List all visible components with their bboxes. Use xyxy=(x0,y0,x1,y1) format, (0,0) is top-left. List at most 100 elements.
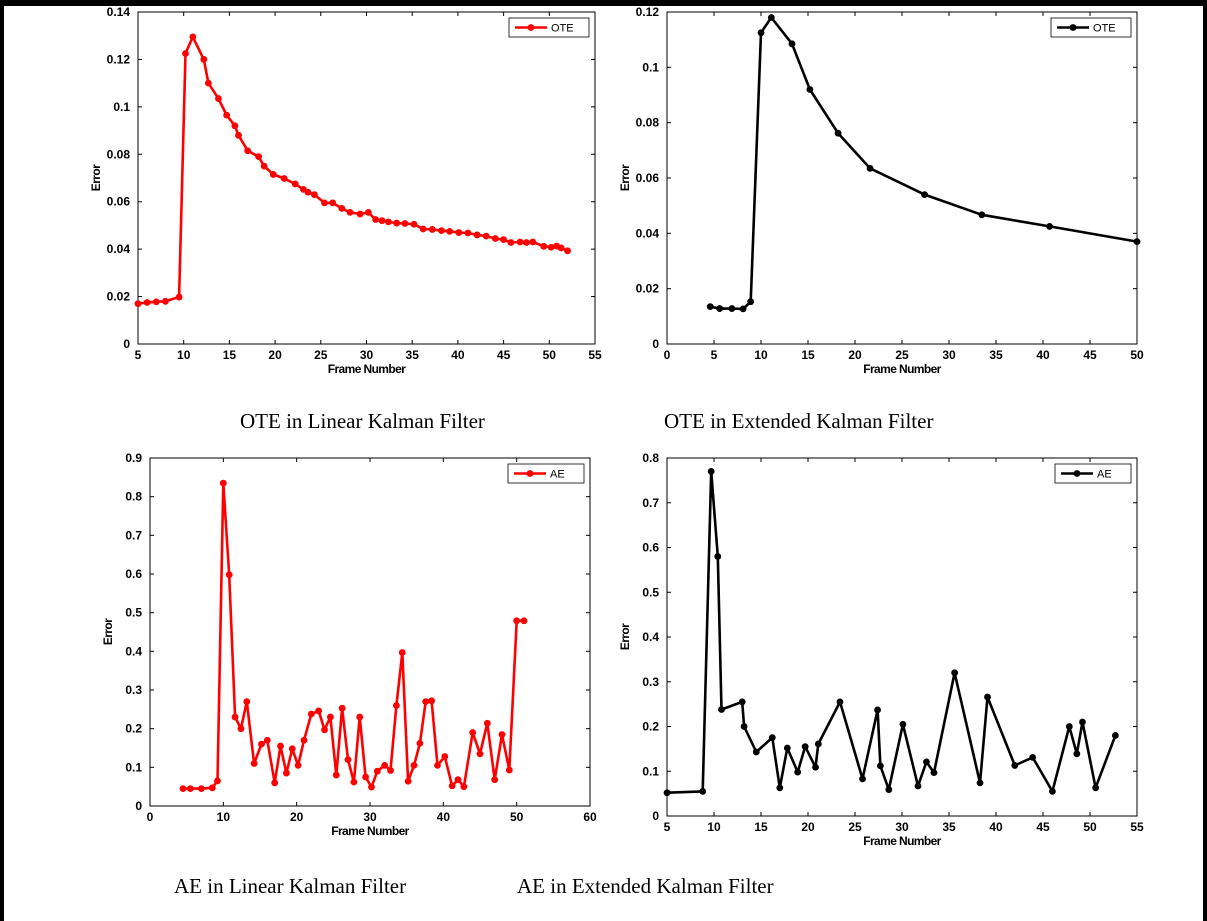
data-point xyxy=(740,723,748,730)
data-point xyxy=(243,698,251,705)
x-tick-label: 5 xyxy=(664,820,671,834)
data-point xyxy=(244,147,252,155)
data-point xyxy=(1049,787,1056,795)
data-point xyxy=(1092,784,1100,792)
data-point xyxy=(812,763,819,771)
x-axis-label: Frame Number xyxy=(863,362,941,376)
data-point xyxy=(482,232,490,240)
legend-label: AE xyxy=(1097,469,1112,481)
y-tick-label: 0.5 xyxy=(125,606,142,620)
data-point xyxy=(255,153,263,161)
caption-ote-linear: OTE in Linear Kalman Filter xyxy=(240,409,485,433)
data-point xyxy=(356,713,364,721)
data-point xyxy=(834,129,842,137)
legend-box xyxy=(1050,17,1132,38)
data-point xyxy=(398,649,406,656)
y-tick-label: 0.1 xyxy=(113,100,130,114)
x-tick-label: 35 xyxy=(406,348,420,362)
x-axis-label: Frame Number xyxy=(863,834,941,848)
chart-svg-ote-linear: 5 10 15 20 25 30 35 40 45 50 55 0 0.02 0.04 0.06 0.08 0.… xyxy=(89,5,602,376)
data-point xyxy=(491,235,499,242)
data-point xyxy=(876,762,884,770)
x-tick-label: 45 xyxy=(497,348,511,362)
data-point xyxy=(788,40,796,48)
x-tick-label: 35 xyxy=(942,820,956,834)
x-tick-label: 20 xyxy=(801,820,815,834)
data-point xyxy=(263,736,271,744)
data-point xyxy=(304,188,312,196)
x-tick-label: 5 xyxy=(711,348,718,362)
data-point xyxy=(419,225,427,233)
y-axis-label: Error xyxy=(101,618,115,645)
y-tick-label: 0 xyxy=(123,337,130,351)
x-axis-label: Frame Number xyxy=(328,362,406,376)
data-point xyxy=(179,785,187,792)
data-point xyxy=(520,617,528,625)
x-tick-label: 15 xyxy=(801,348,815,362)
chart-svg-ae-linear: 0 10 20 30 40 50 60 0 0.1 0.2 0.3 0.4 0.5 0.6 0.7 0.8 0.… xyxy=(101,451,597,838)
x-tick-label: 45 xyxy=(1036,820,1050,834)
data-point xyxy=(223,111,231,119)
y-tick-label: 0.04 xyxy=(636,226,660,240)
x-tick-label: 55 xyxy=(1130,820,1144,834)
data-point xyxy=(291,180,299,188)
x-tick-label: 55 xyxy=(588,348,602,362)
data-point xyxy=(321,726,328,734)
x-tick-label: 30 xyxy=(895,820,909,834)
data-point xyxy=(225,571,233,579)
legend-label: AE xyxy=(550,469,565,481)
data-point xyxy=(976,779,984,787)
data-point xyxy=(373,767,381,775)
data-point xyxy=(235,131,242,139)
data-point xyxy=(930,769,938,776)
data-point xyxy=(438,227,445,235)
x-tick-label: 25 xyxy=(848,820,862,834)
x-tick-label: 10 xyxy=(177,348,191,362)
data-point xyxy=(498,731,506,738)
data-point xyxy=(197,785,205,792)
data-point xyxy=(547,243,555,251)
y-tick-label: 0.7 xyxy=(642,496,659,510)
data-point xyxy=(1133,238,1141,246)
data-point xyxy=(776,784,784,792)
chart-ote-linear-kalman: 5 10 15 20 25 30 35 40 45 50 55 0 0.02 0.04 0.06 0.08 0.… xyxy=(83,5,613,390)
data-point xyxy=(707,468,715,475)
data-point xyxy=(1029,753,1037,761)
y-axis-label: Error xyxy=(618,623,632,650)
data-point xyxy=(747,298,755,306)
data-point xyxy=(393,702,400,709)
data-point xyxy=(378,217,386,225)
y-tick-label: 0.1 xyxy=(125,760,142,774)
data-point xyxy=(984,693,991,701)
y-tick-label: 0.4 xyxy=(125,644,142,658)
y-tick-label: 0.7 xyxy=(125,528,142,542)
y-axis-label: Error xyxy=(89,164,103,191)
data-point xyxy=(321,199,328,207)
y-tick-label: 0.1 xyxy=(642,60,659,74)
data-point xyxy=(329,199,337,207)
plot-area xyxy=(666,457,1138,817)
data-point xyxy=(446,227,454,235)
data-point xyxy=(464,229,472,237)
legend-box xyxy=(508,17,590,38)
y-tick-label: 0 xyxy=(652,809,659,823)
x-tick-label: 10 xyxy=(754,348,768,362)
y-tick-label: 0.6 xyxy=(642,541,659,555)
data-point xyxy=(1065,723,1073,730)
data-point xyxy=(288,745,296,753)
legend-marker xyxy=(526,470,534,477)
data-point xyxy=(767,14,775,21)
x-tick-label: 45 xyxy=(1083,348,1097,362)
y-tick-label: 0.2 xyxy=(125,722,142,736)
x-tick-label: 35 xyxy=(989,348,1003,362)
data-point xyxy=(1011,762,1019,769)
data-point xyxy=(410,762,418,769)
data-point xyxy=(529,238,537,246)
caption-ae-linear: AE in Linear Kalman Filter xyxy=(174,874,407,898)
x-tick-label: 15 xyxy=(223,348,237,362)
data-point xyxy=(738,698,746,706)
plot-area xyxy=(149,457,591,807)
data-point xyxy=(718,706,725,713)
data-point xyxy=(134,300,142,308)
x-tick-label: 30 xyxy=(360,348,374,362)
